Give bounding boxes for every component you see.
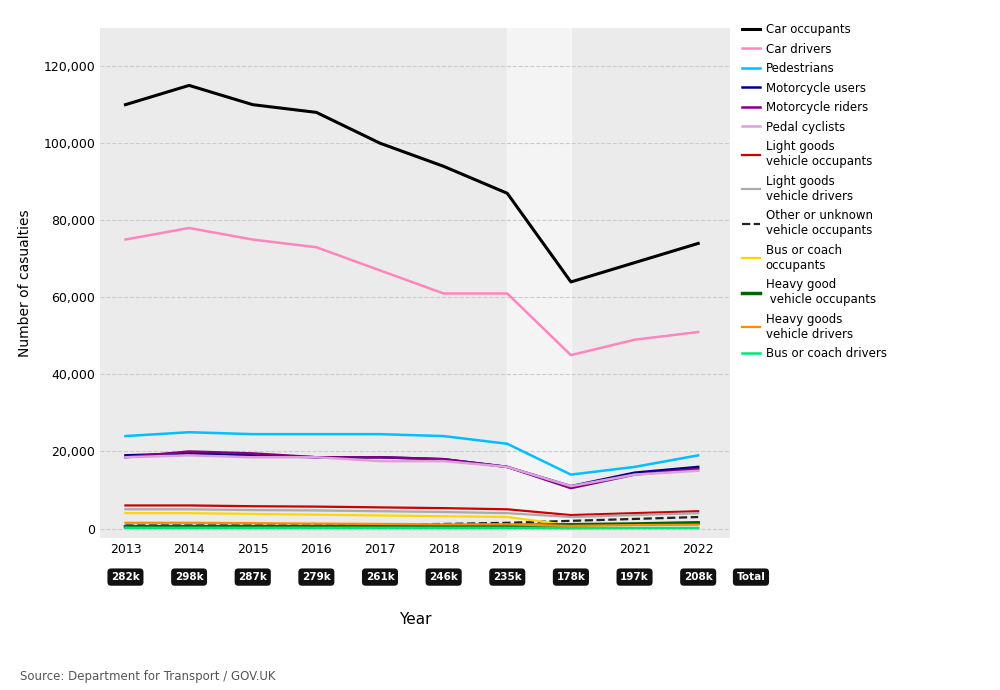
Text: 279k: 279k [302, 572, 331, 582]
X-axis label: Year: Year [399, 611, 431, 627]
Text: 261k: 261k [366, 572, 394, 582]
Text: 235k: 235k [493, 572, 522, 582]
Text: 282k: 282k [111, 572, 140, 582]
Text: 287k: 287k [238, 572, 267, 582]
Text: 246k: 246k [429, 572, 458, 582]
Y-axis label: Number of casualties: Number of casualties [18, 209, 32, 357]
Text: 178k: 178k [556, 572, 585, 582]
Text: 298k: 298k [175, 572, 203, 582]
Text: 208k: 208k [684, 572, 713, 582]
Bar [507, 28, 571, 538]
Text: 197k: 197k [620, 572, 649, 582]
Text: Source: Department for Transport / GOV.UK: Source: Department for Transport / GOV.U… [20, 670, 276, 683]
Legend: Car occupants, Car drivers, Pedestrians, Motorcycle users, Motorcycle riders, Pe: Car occupants, Car drivers, Pedestrians,… [742, 23, 887, 360]
Text: Total: Total [737, 572, 765, 582]
